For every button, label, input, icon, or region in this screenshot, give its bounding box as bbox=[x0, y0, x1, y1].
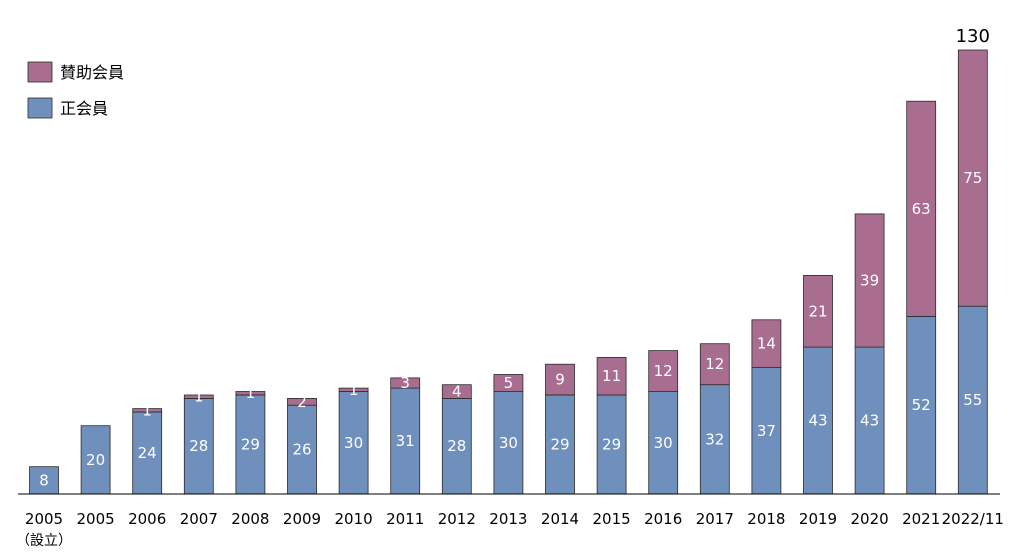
bar-segment-regular-13 bbox=[699, 384, 730, 495]
data-label-regular-13: 32 bbox=[705, 430, 724, 448]
data-label-supporting-5: 2 bbox=[297, 393, 307, 411]
bar-segment-supporting-16 bbox=[854, 213, 885, 348]
bar-segment-regular-14 bbox=[751, 367, 782, 495]
x-tick-label-13: 2017 bbox=[696, 510, 734, 528]
x-tick-label-16: 2020 bbox=[851, 510, 889, 528]
bar-segment-regular-16 bbox=[854, 346, 885, 495]
data-label-regular-12: 30 bbox=[654, 434, 673, 452]
x-tick-label-1: 2005 bbox=[77, 510, 115, 528]
bar-segment-supporting-2 bbox=[132, 408, 163, 413]
x-axis: 2005 （設立） 2005 2006 2007 2008 2009 2010 2011 2012… bbox=[16, 493, 1004, 549]
data-label-supporting-3: 1 bbox=[194, 388, 204, 406]
data-label-supporting-17: 63 bbox=[912, 200, 931, 218]
x-tick-label-7: 2011 bbox=[386, 510, 424, 528]
legend-label-1: 正会員 bbox=[60, 99, 108, 118]
data-label-regular-4: 29 bbox=[241, 436, 260, 454]
bar-segment-supporting-6 bbox=[338, 387, 369, 392]
bar-segment-supporting-17 bbox=[906, 100, 937, 317]
bar-segment-supporting-9 bbox=[493, 374, 524, 393]
bar-segment-regular-11 bbox=[596, 394, 627, 495]
data-label-regular-8: 28 bbox=[447, 437, 466, 455]
bar-segment-regular-17 bbox=[906, 315, 937, 495]
data-label-regular-10: 29 bbox=[550, 436, 569, 454]
data-label-regular-9: 30 bbox=[499, 434, 518, 452]
bars-group bbox=[29, 49, 988, 495]
x-tick-label-2: 2006 bbox=[128, 510, 166, 528]
data-label-regular-17: 52 bbox=[912, 396, 931, 414]
data-label-supporting-12: 12 bbox=[654, 362, 673, 380]
total-label-18: 130 bbox=[956, 26, 990, 47]
data-label-supporting-15: 21 bbox=[808, 302, 827, 320]
bar-segment-supporting-18 bbox=[957, 49, 988, 307]
legend-swatch-0 bbox=[27, 61, 53, 83]
data-label-regular-6: 30 bbox=[344, 434, 363, 452]
bar-segment-supporting-13 bbox=[699, 343, 730, 386]
x-tick-label-18: 2022/11 bbox=[942, 510, 1004, 528]
data-label-supporting-4: 1 bbox=[246, 384, 256, 402]
x-tick-label-12: 2016 bbox=[644, 510, 682, 528]
data-label-supporting-7: 3 bbox=[400, 374, 410, 392]
bar-segment-regular-10 bbox=[545, 394, 575, 495]
x-tick-label-3: 2007 bbox=[180, 510, 218, 528]
data-label-regular-7: 31 bbox=[396, 432, 415, 450]
data-label-supporting-16: 39 bbox=[860, 272, 879, 290]
bar-segment-supporting-4 bbox=[235, 391, 266, 396]
bar-segment-regular-0 bbox=[29, 466, 59, 495]
data-label-regular-16: 43 bbox=[860, 412, 879, 430]
x-tick-sublabel-0: （設立） bbox=[16, 533, 72, 549]
bar-segment-supporting-12 bbox=[648, 350, 679, 393]
legend-label-0: 賛助会員 bbox=[60, 63, 124, 82]
data-label-supporting-2: 1 bbox=[142, 401, 152, 419]
x-tick-label-0: 2005 bbox=[25, 510, 63, 528]
x-tick-label-14: 2018 bbox=[747, 510, 785, 528]
x-tick-label-10: 2014 bbox=[541, 510, 579, 528]
bar-segment-supporting-15 bbox=[803, 274, 833, 348]
data-label-supporting-18: 75 bbox=[963, 169, 982, 187]
x-tick-label-6: 2010 bbox=[335, 510, 373, 528]
legend-swatch-1 bbox=[27, 97, 53, 119]
data-label-regular-3: 28 bbox=[189, 437, 208, 455]
data-label-regular-11: 29 bbox=[602, 436, 621, 454]
data-label-regular-0: 8 bbox=[39, 471, 49, 489]
x-tick-label-4: 2008 bbox=[231, 510, 269, 528]
data-label-regular-2: 24 bbox=[138, 444, 157, 462]
data-label-regular-15: 43 bbox=[808, 412, 827, 430]
bar-segment-supporting-14 bbox=[751, 319, 782, 368]
bar-segment-supporting-3 bbox=[183, 394, 214, 399]
data-label-regular-5: 26 bbox=[292, 441, 311, 459]
bar-segment-regular-8 bbox=[441, 397, 472, 495]
data-label-supporting-14: 14 bbox=[757, 335, 776, 353]
bar-segment-supporting-11 bbox=[596, 356, 627, 396]
x-tick-label-15: 2019 bbox=[799, 510, 837, 528]
data-label-regular-1: 20 bbox=[86, 451, 105, 469]
bar-segment-regular-12 bbox=[648, 391, 679, 495]
data-labels-group: 8 20 24 1 28 1 29 1 26 2 30 1 31 3 28 4 30 5 29 9 29 11 30 12 32… bbox=[39, 26, 990, 489]
data-label-regular-14: 37 bbox=[757, 422, 776, 440]
data-label-supporting-9: 5 bbox=[504, 374, 514, 392]
x-tick-label-11: 2015 bbox=[593, 510, 631, 528]
x-tick-label-5: 2009 bbox=[283, 510, 321, 528]
data-label-supporting-13: 12 bbox=[705, 355, 724, 373]
bar-segment-regular-7 bbox=[390, 387, 421, 495]
data-label-supporting-10: 9 bbox=[555, 371, 565, 389]
x-tick-label-8: 2012 bbox=[438, 510, 476, 528]
data-label-supporting-6: 1 bbox=[349, 381, 359, 399]
x-tick-label-17: 2021 bbox=[902, 510, 940, 528]
x-tick-label-9: 2013 bbox=[489, 510, 527, 528]
bar-segment-regular-3 bbox=[183, 397, 214, 495]
data-label-supporting-8: 4 bbox=[452, 383, 462, 401]
data-label-regular-18: 55 bbox=[963, 391, 982, 409]
bar-segment-supporting-7 bbox=[390, 377, 421, 389]
bar-segment-supporting-8 bbox=[441, 384, 472, 399]
data-label-supporting-11: 11 bbox=[602, 367, 621, 385]
bar-segment-supporting-10 bbox=[545, 363, 575, 396]
bar-segment-regular-1 bbox=[80, 425, 111, 495]
bar-segment-supporting-5 bbox=[287, 397, 317, 406]
bar-segment-regular-15 bbox=[803, 346, 833, 495]
